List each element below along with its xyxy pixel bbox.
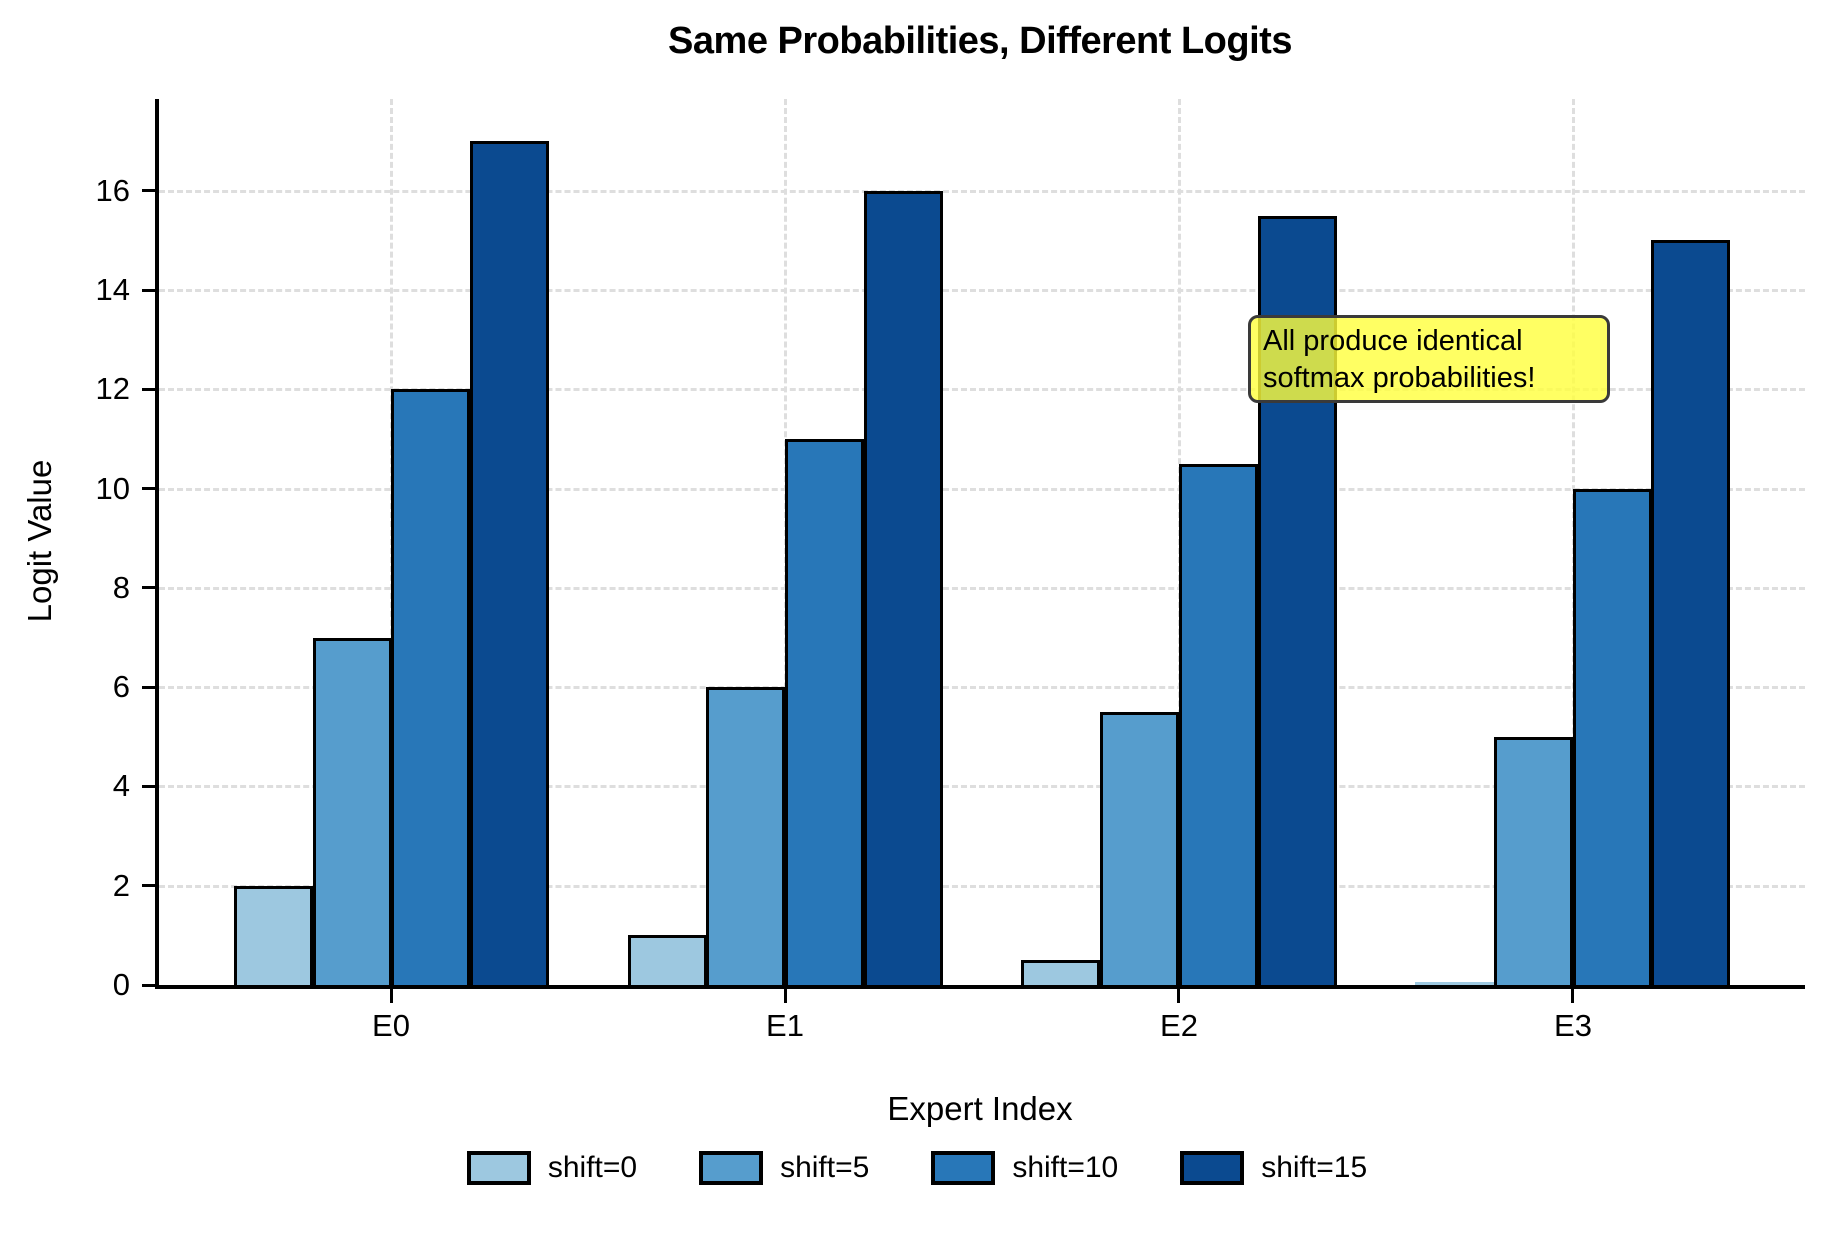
bar-shift=5-E3 (1494, 737, 1573, 985)
bar-shift=10-E0 (391, 389, 470, 985)
y-tick-label-16: 16 (95, 173, 130, 208)
bar-shift=5-E2 (1100, 712, 1179, 985)
y-tick-12 (142, 388, 157, 391)
legend-item-shift=15: shift=15 (1180, 1146, 1367, 1190)
x-tick-label-E0: E0 (372, 1008, 410, 1043)
legend-label-shift=15: shift=15 (1261, 1151, 1368, 1184)
bar-shift=0-E2 (1021, 960, 1100, 985)
annotation-line-1: All produce identical (1263, 325, 1523, 357)
gridline-y-12 (159, 388, 1805, 392)
x-tick-E0 (390, 989, 393, 1003)
x-tick-E2 (1177, 989, 1180, 1003)
annotation-callout: All produce identical softmax probabilit… (1248, 315, 1610, 403)
y-tick-4 (142, 785, 157, 788)
x-tick-label-E2: E2 (1160, 1008, 1198, 1043)
gridline-y-10 (159, 487, 1805, 491)
y-tick-label-6: 6 (112, 669, 130, 704)
gridline-y-8 (159, 586, 1805, 590)
legend-item-shift=10: shift=10 (931, 1146, 1118, 1190)
y-tick-6 (142, 686, 157, 689)
y-tick-label-12: 12 (95, 371, 130, 406)
legend-swatch-shift=15 (1180, 1151, 1245, 1185)
legend: shift=0 shift=5 shift=10 shift=15 (0, 1146, 1834, 1190)
legend-swatch-shift=10 (931, 1151, 996, 1185)
y-tick-2 (142, 884, 157, 887)
legend-label-shift=10: shift=10 (1012, 1151, 1119, 1184)
x-tick-label-E3: E3 (1554, 1008, 1592, 1043)
legend-label-shift=0: shift=0 (547, 1151, 638, 1184)
x-tick-E3 (1571, 989, 1574, 1003)
x-axis-label: Expert Index (887, 1090, 1073, 1127)
bar-shift=0-E1 (628, 935, 707, 985)
y-tick-label-4: 4 (112, 768, 130, 803)
y-tick-10 (142, 487, 157, 490)
y-tick-label-14: 14 (95, 272, 130, 307)
legend-swatch-shift=0 (466, 1151, 531, 1185)
gridline-y-2 (159, 884, 1805, 888)
bar-shift=15-E0 (470, 141, 549, 985)
x-tick-E1 (784, 989, 787, 1003)
y-tick-14 (142, 289, 157, 292)
gridline-y-6 (159, 686, 1805, 690)
y-tick-8 (142, 586, 157, 589)
legend-item-shift=0: shift=0 (466, 1146, 638, 1190)
y-tick-label-8: 8 (112, 570, 130, 605)
y-tick-16 (142, 189, 157, 192)
gridline-y-16 (159, 189, 1805, 193)
bar-shift=10-E1 (785, 439, 864, 985)
bar-shift=0-E0 (234, 886, 313, 985)
bar-shift=15-E1 (864, 191, 943, 985)
gridline-y-4 (159, 785, 1805, 789)
chart-title: Same Probabilities, Different Logits (668, 20, 1292, 62)
legend-item-shift=5: shift=5 (699, 1146, 869, 1190)
bar-shift=15-E3 (1651, 240, 1730, 985)
bar-shift=5-E0 (313, 638, 392, 985)
x-tick-label-E1: E1 (766, 1008, 804, 1043)
plot-area (155, 99, 1805, 989)
legend-swatch-shift=5 (699, 1151, 764, 1185)
bar-shift=10-E2 (1179, 464, 1258, 985)
legend-label-shift=5: shift=5 (780, 1151, 870, 1184)
y-tick-label-0: 0 (112, 967, 130, 1002)
y-tick-label-10: 10 (95, 471, 130, 506)
bar-shift=0-E3 (1415, 982, 1494, 985)
y-tick-0 (142, 984, 157, 987)
bar-shift=5-E1 (706, 687, 785, 985)
annotation-line-2: softmax probabilities! (1263, 362, 1536, 394)
bar-shift=10-E3 (1573, 489, 1652, 985)
y-tick-label-2: 2 (112, 868, 130, 903)
gridline-y-14 (159, 289, 1805, 293)
